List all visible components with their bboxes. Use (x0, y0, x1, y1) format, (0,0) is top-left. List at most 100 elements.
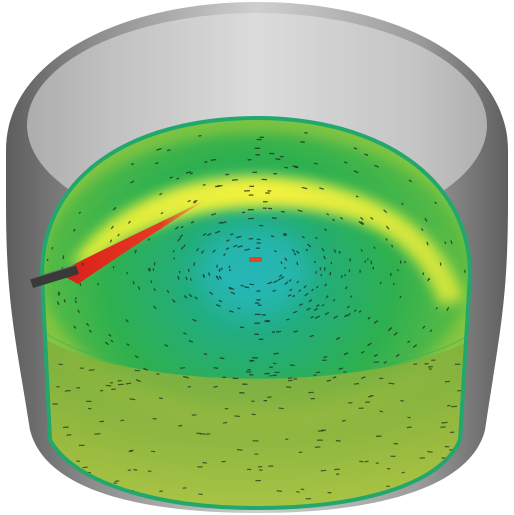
velocity-vector-mark (276, 490, 282, 492)
velocity-vector-mark (340, 275, 343, 278)
velocity-vector-mark (270, 235, 275, 238)
velocity-vector-mark (344, 314, 348, 318)
velocity-vector-mark (315, 236, 318, 240)
velocity-vector-mark (223, 253, 227, 257)
velocity-vector-mark (286, 318, 290, 321)
velocity-vector-mark (422, 325, 426, 329)
velocity-vector-mark (73, 325, 77, 329)
velocity-vector-mark (284, 281, 289, 285)
velocity-vector-mark (211, 212, 217, 216)
velocity-vector-mark (133, 468, 138, 471)
velocity-vector-mark (399, 295, 402, 299)
velocity-vector-mark (429, 329, 433, 333)
velocity-vector-mark (324, 311, 330, 316)
velocity-vector-mark (245, 371, 252, 373)
velocity-vector-mark (373, 353, 378, 357)
velocity-vector-mark (156, 147, 162, 151)
velocity-vector-mark (225, 247, 230, 251)
velocity-vector-mark (127, 220, 131, 224)
velocity-vector-mark (353, 382, 360, 385)
velocity-vector-mark (182, 375, 189, 379)
velocity-vector-mark (332, 218, 335, 222)
velocity-vector-mark (174, 226, 179, 230)
velocity-vector-mark (354, 309, 357, 312)
velocity-vector-mark (51, 246, 54, 250)
velocity-vector-mark (188, 293, 193, 298)
velocity-vector-mark (284, 257, 288, 262)
velocity-vector-mark (78, 211, 82, 215)
velocity-vector-mark (287, 294, 292, 297)
velocity-vector-mark (200, 250, 205, 254)
velocity-vector-mark (82, 466, 88, 469)
velocity-vector-mark (126, 343, 130, 347)
velocity-vector-mark (213, 385, 218, 388)
velocity-vector-mark (222, 421, 228, 424)
velocity-vector-mark (311, 288, 314, 292)
velocity-vector-mark (338, 250, 341, 254)
velocity-vector-mark (105, 384, 112, 387)
velocity-vector-mark (207, 272, 211, 277)
velocity-vector-mark (292, 310, 298, 314)
velocity-vector-mark (392, 282, 395, 286)
velocity-vector-mark (240, 284, 244, 287)
velocity-vector-mark (129, 398, 136, 401)
velocity-vector-mark (137, 286, 141, 290)
velocity-vector-mark (297, 209, 303, 213)
velocity-vector-mark (426, 241, 429, 246)
velocity-vector-mark (374, 164, 379, 168)
velocity-vector-mark (94, 433, 101, 435)
velocity-vector-mark (293, 252, 297, 256)
velocity-vector-mark (420, 227, 424, 232)
front-wall-edge (39, 329, 479, 378)
velocity-vector-mark (301, 235, 305, 239)
fluid-rim-outline (39, 115, 473, 511)
velocity-vector-mark (77, 309, 81, 314)
velocity-vector-mark (63, 299, 66, 303)
velocity-vector-mark (56, 301, 60, 306)
velocity-vector-mark (177, 237, 181, 242)
velocity-vector-mark (143, 367, 148, 371)
velocity-vector-mark (320, 273, 323, 277)
velocity-vector-mark (332, 376, 337, 379)
velocity-vector-mark (233, 244, 238, 248)
velocity-vector-mark (447, 404, 451, 407)
velocity-vector-mark (450, 240, 453, 245)
velocity-vector-mark (147, 238, 151, 241)
velocity-vector-mark (353, 170, 359, 174)
velocity-vector-mark (333, 315, 338, 320)
velocity-vector-mark (346, 305, 350, 309)
velocity-vector-mark (74, 297, 77, 300)
velocity-vector-mark (435, 306, 438, 310)
velocity-vector-mark (183, 295, 188, 299)
velocity-vector-mark (283, 232, 288, 236)
velocity-vector-mark (108, 333, 112, 337)
velocity-vector-mark (189, 172, 193, 175)
velocity-vector-mark (406, 426, 412, 429)
velocity-vector-mark (132, 281, 135, 285)
fluid-volume (42, 118, 470, 508)
velocity-vector-mark (427, 278, 430, 282)
velocity-vector-mark (306, 307, 311, 311)
velocity-vector-mark (202, 233, 207, 236)
velocity-vector-mark (185, 170, 192, 174)
velocity-vector-mark (314, 446, 321, 448)
velocity-vector-mark (383, 209, 388, 214)
velocity-vector-mark (88, 369, 95, 371)
velocity-vector-mark (202, 274, 206, 278)
velocity-vector-mark (358, 310, 362, 313)
velocity-vector-mark (293, 330, 298, 333)
velocity-vector-mark (226, 239, 230, 242)
velocity-vector-mark (76, 387, 80, 389)
velocity-vector-mark (229, 310, 234, 313)
velocity-vector-mark (218, 275, 222, 280)
velocity-vector-mark (300, 141, 305, 144)
velocity-vector-mark (79, 282, 82, 286)
velocity-vector-mark (424, 217, 428, 222)
velocity-vector-mark (179, 367, 186, 369)
velocity-vector-mark (110, 339, 114, 343)
velocity-vector-mark (111, 388, 116, 391)
velocity-vector-mark (190, 220, 195, 224)
velocity-vector-mark (227, 287, 232, 290)
velocity-vector-mark (367, 342, 372, 347)
velocity-vector-mark (193, 201, 197, 204)
